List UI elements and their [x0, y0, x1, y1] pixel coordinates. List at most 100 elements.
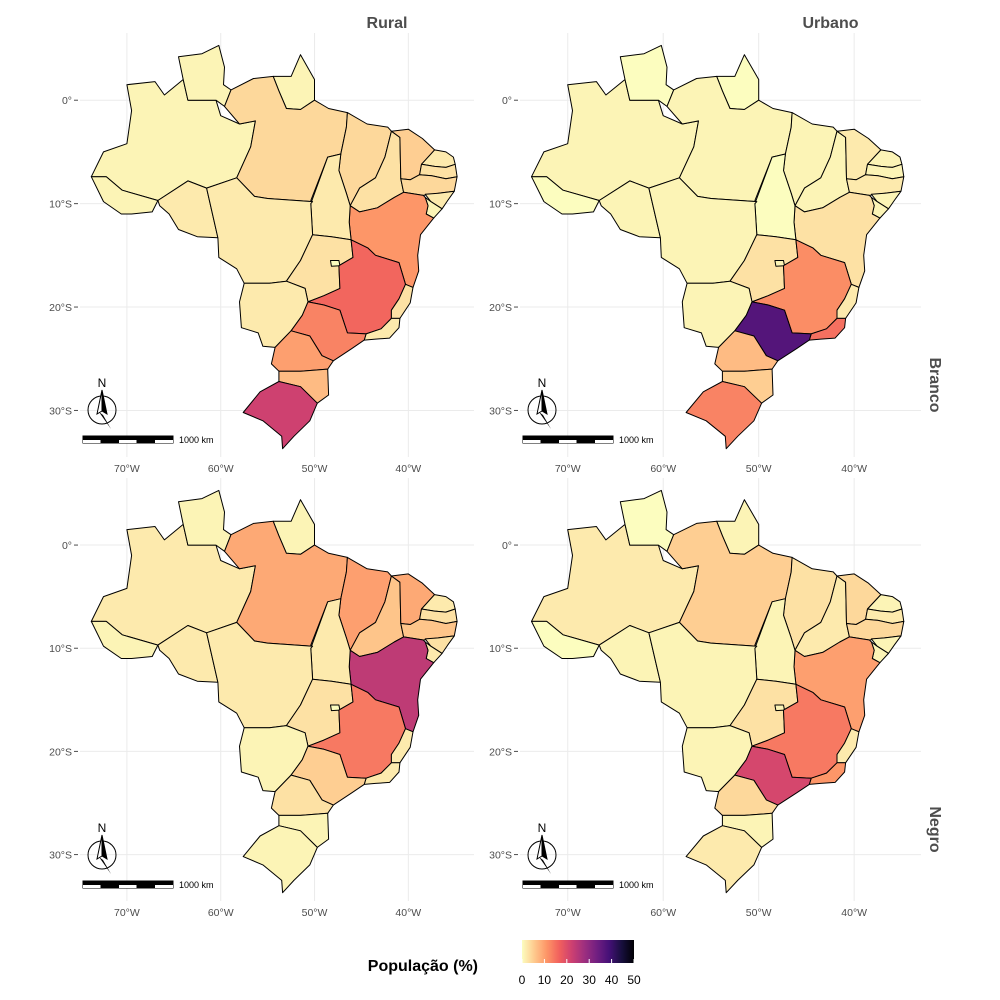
y-tick-label: 0°	[62, 540, 72, 552]
x-tick-label: 50°W	[302, 463, 328, 475]
state-rj	[808, 317, 847, 341]
state-pr	[714, 330, 779, 372]
state-rs	[685, 825, 763, 894]
x-tick-label: 60°W	[650, 907, 676, 919]
legend-ticks: 0 10 20 30 40 50	[519, 959, 641, 987]
north-label: N	[538, 376, 547, 390]
column-title: Rural	[367, 15, 408, 32]
y-tick-label: 10°S	[489, 199, 512, 211]
y-tick-label: 20°S	[49, 746, 72, 758]
north-label: N	[538, 821, 547, 835]
row-title: Branco	[926, 357, 943, 412]
map-panel-urbano-negro: 70°W 60°W 50°W 40°W 0° 10°S 20°S 30°S N 1000 km Ne…	[489, 478, 943, 919]
scale-bar	[522, 880, 614, 889]
legend-tick-label: 0	[519, 973, 526, 987]
states	[90, 489, 458, 894]
state-ac	[90, 620, 159, 659]
state-df	[330, 260, 341, 267]
map-panel-rural-negro: 70°W 60°W 50°W 40°W 0° 10°S 20°S 30°S N 1000 km	[49, 478, 474, 919]
legend-tick-label: 20	[560, 973, 574, 987]
state-rs	[242, 381, 318, 450]
state-rj	[363, 762, 401, 785]
state-df	[330, 704, 341, 712]
state-df	[774, 260, 785, 267]
state-rr	[178, 44, 232, 107]
y-tick-label: 20°S	[49, 302, 72, 314]
y-tick-label: 30°S	[489, 405, 512, 417]
scale-label: 1000 km	[619, 880, 654, 890]
scale-bar	[82, 880, 174, 889]
y-tick-label: 30°S	[49, 405, 72, 417]
row-title: Negro	[926, 806, 943, 852]
x-tick-label: 60°W	[208, 463, 234, 475]
state-ro	[157, 180, 219, 239]
north-arrow-icon	[527, 834, 557, 874]
scale-label: 1000 km	[179, 435, 214, 445]
legend: População (%) 0 10 20 30 40 50	[368, 940, 641, 987]
legend-tick-label: 10	[538, 973, 552, 987]
north-arrow-icon	[87, 389, 117, 429]
y-tick-label: 20°S	[489, 746, 512, 758]
column-title: Urbano	[803, 15, 859, 32]
x-tick-label: 70°W	[114, 463, 140, 475]
states	[90, 44, 458, 450]
legend-tick-label: 40	[605, 973, 619, 987]
x-tick-label: 70°W	[114, 907, 140, 919]
x-tick-label: 60°W	[650, 463, 676, 475]
scale-bar	[522, 435, 614, 444]
state-ac	[90, 176, 159, 215]
map-panel-urbano-branco: 70°W 60°W 50°W 40°W 0° 10°S 20°S 30°S N 1000 km Ur…	[489, 15, 943, 475]
state-pr	[714, 774, 779, 816]
y-tick-label: 10°S	[49, 643, 72, 655]
map-panels: 70°W 60°W 50°W 40°W 0° 10°S 20°S 30°S N 1000 km Ru…	[49, 15, 943, 919]
state-rr	[619, 44, 675, 107]
state-rr	[619, 489, 675, 552]
state-ac	[531, 176, 600, 215]
y-tick-label: 0°	[502, 95, 512, 107]
state-df	[774, 704, 785, 712]
x-tick-label: 50°W	[746, 463, 772, 475]
state-pr	[270, 330, 334, 372]
state-rj	[363, 317, 401, 341]
x-tick-label: 50°W	[746, 907, 772, 919]
y-tick-label: 30°S	[49, 850, 72, 862]
x-tick-label: 40°W	[395, 463, 421, 475]
legend-colorbar	[522, 940, 634, 963]
scale-label: 1000 km	[179, 880, 214, 890]
x-tick-label: 70°W	[555, 463, 581, 475]
state-rs	[242, 825, 318, 894]
north-label: N	[98, 821, 107, 835]
states	[531, 44, 905, 450]
state-rj	[808, 762, 847, 785]
state-ro	[598, 180, 661, 239]
x-tick-label: 40°W	[841, 463, 867, 475]
legend-title: População (%)	[368, 958, 478, 975]
x-tick-label: 40°W	[841, 907, 867, 919]
map-panel-rural-branco: 70°W 60°W 50°W 40°W 0° 10°S 20°S 30°S N 1000 km Ru…	[49, 15, 474, 475]
states	[531, 489, 905, 894]
north-arrow-icon	[87, 834, 117, 874]
y-tick-label: 20°S	[489, 302, 512, 314]
y-tick-label: 0°	[62, 95, 72, 107]
state-rs	[685, 381, 763, 450]
x-tick-label: 50°W	[302, 907, 328, 919]
y-tick-label: 10°S	[489, 643, 512, 655]
y-tick-label: 10°S	[49, 199, 72, 211]
legend-tick-label: 50	[627, 973, 641, 987]
x-tick-label: 40°W	[395, 907, 421, 919]
scale-label: 1000 km	[619, 435, 654, 445]
north-label: N	[98, 376, 107, 390]
legend-tick-label: 30	[583, 973, 597, 987]
x-tick-label: 60°W	[208, 907, 234, 919]
scale-bar	[82, 435, 174, 444]
state-ro	[157, 625, 219, 683]
state-ro	[598, 625, 661, 683]
state-pr	[270, 774, 334, 816]
y-tick-label: 30°S	[489, 850, 512, 862]
y-tick-label: 0°	[502, 540, 512, 552]
x-tick-label: 70°W	[555, 907, 581, 919]
state-rr	[178, 489, 232, 552]
state-ac	[531, 620, 600, 659]
north-arrow-icon	[527, 389, 557, 429]
